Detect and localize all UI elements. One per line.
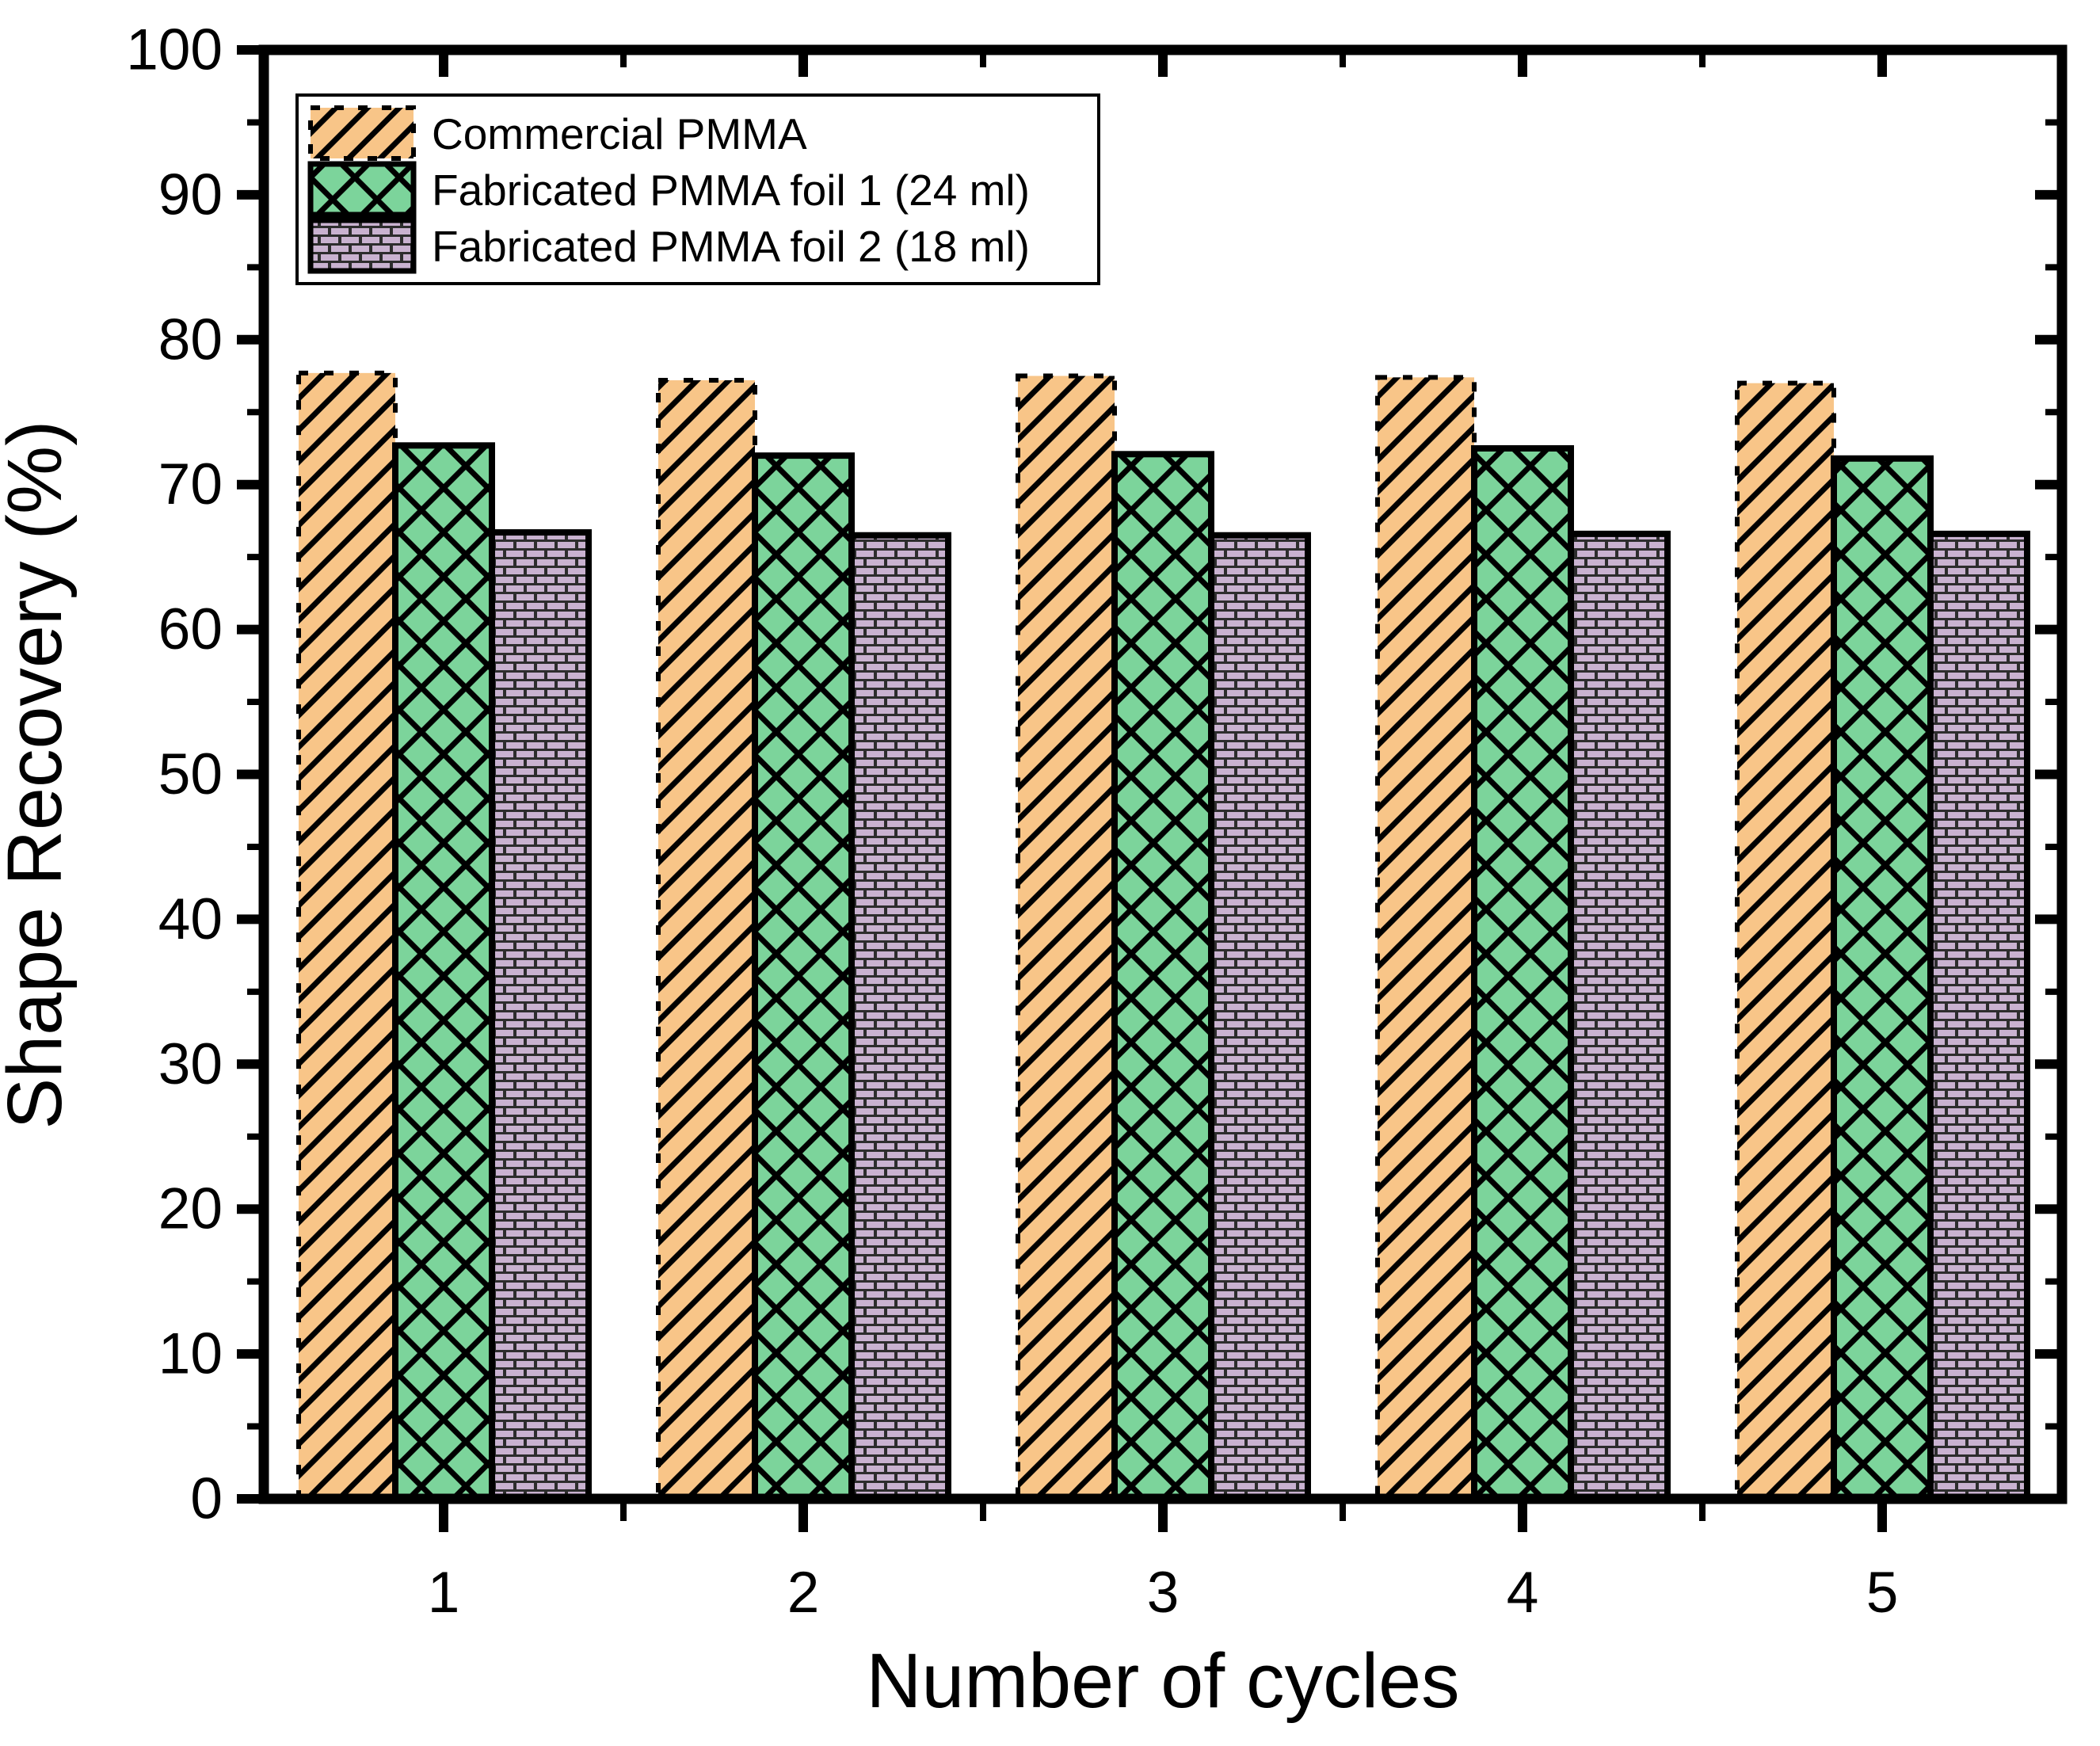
bars-layer (296, 370, 2030, 1503)
legend: Commercial PMMA Fabricated PMMA foil 1 (… (295, 93, 1100, 285)
bar-series3-cycle-3 (1208, 532, 1311, 1503)
bar-series1-cycle-1 (296, 370, 398, 1502)
legend-box (295, 93, 1100, 285)
y-tick-label-60: 60 (158, 597, 223, 661)
x-tick-label-3: 3 (1147, 1561, 1180, 1625)
bar-series1-cycle-2 (656, 378, 757, 1502)
bar-series2-cycle-4 (1471, 444, 1574, 1502)
bar-series3-cycle-5 (1927, 530, 2030, 1502)
x-tick-label-5: 5 (1866, 1561, 1899, 1625)
legend-swatch-fabricated-foil-2 (307, 217, 417, 274)
legend-swatch-commercial-pmma (308, 105, 416, 161)
bar-series3-cycle-4 (1568, 530, 1671, 1502)
y-tick-label-20: 20 (158, 1177, 223, 1241)
y-tick-label-40: 40 (158, 887, 223, 951)
bar-series3-cycle-2 (848, 532, 951, 1503)
axes-layer: 0 10 20 30 40 50 60 70 80 90 100 1 2 3 4 5 (126, 18, 2068, 1625)
bar-series1-cycle-5 (1735, 380, 1836, 1501)
bar-series2-cycle-1 (392, 442, 495, 1502)
bar-series2-cycle-3 (1111, 451, 1214, 1502)
legend-label-fabricated-foil-2: Fabricated PMMA foil 2 (18 ml) (432, 222, 1030, 271)
y-tick-label-10: 10 (158, 1322, 223, 1386)
y-tick-label-100: 100 (126, 18, 223, 82)
x-tick-label-4: 4 (1507, 1561, 1539, 1625)
y-tick-label-0: 0 (190, 1467, 223, 1531)
legend-label-fabricated-foil-1: Fabricated PMMA foil 1 (24 ml) (432, 166, 1030, 215)
bar-series2-cycle-2 (752, 452, 855, 1502)
legend-label-commercial-pmma: Commercial PMMA (432, 109, 807, 158)
legend-swatch-fabricated-foil-1 (307, 161, 417, 218)
bar-series1-cycle-3 (1016, 373, 1117, 1501)
y-tick-label-80: 80 (158, 307, 223, 372)
bar-series1-cycle-4 (1375, 375, 1477, 1501)
bar-series2-cycle-5 (1831, 455, 1934, 1503)
y-tick-label-90: 90 (158, 162, 223, 227)
y-tick-label-50: 50 (158, 742, 223, 806)
bar-series3-cycle-1 (489, 529, 592, 1502)
x-tick-label-1: 1 (428, 1561, 460, 1625)
y-axis-title: Shape Recovery (%) (0, 421, 78, 1130)
x-axis-title: Number of cycles (866, 1637, 1459, 1724)
x-tick-label-2: 2 (787, 1561, 820, 1625)
y-tick-label-30: 30 (158, 1032, 223, 1096)
y-tick-label-70: 70 (158, 452, 223, 517)
